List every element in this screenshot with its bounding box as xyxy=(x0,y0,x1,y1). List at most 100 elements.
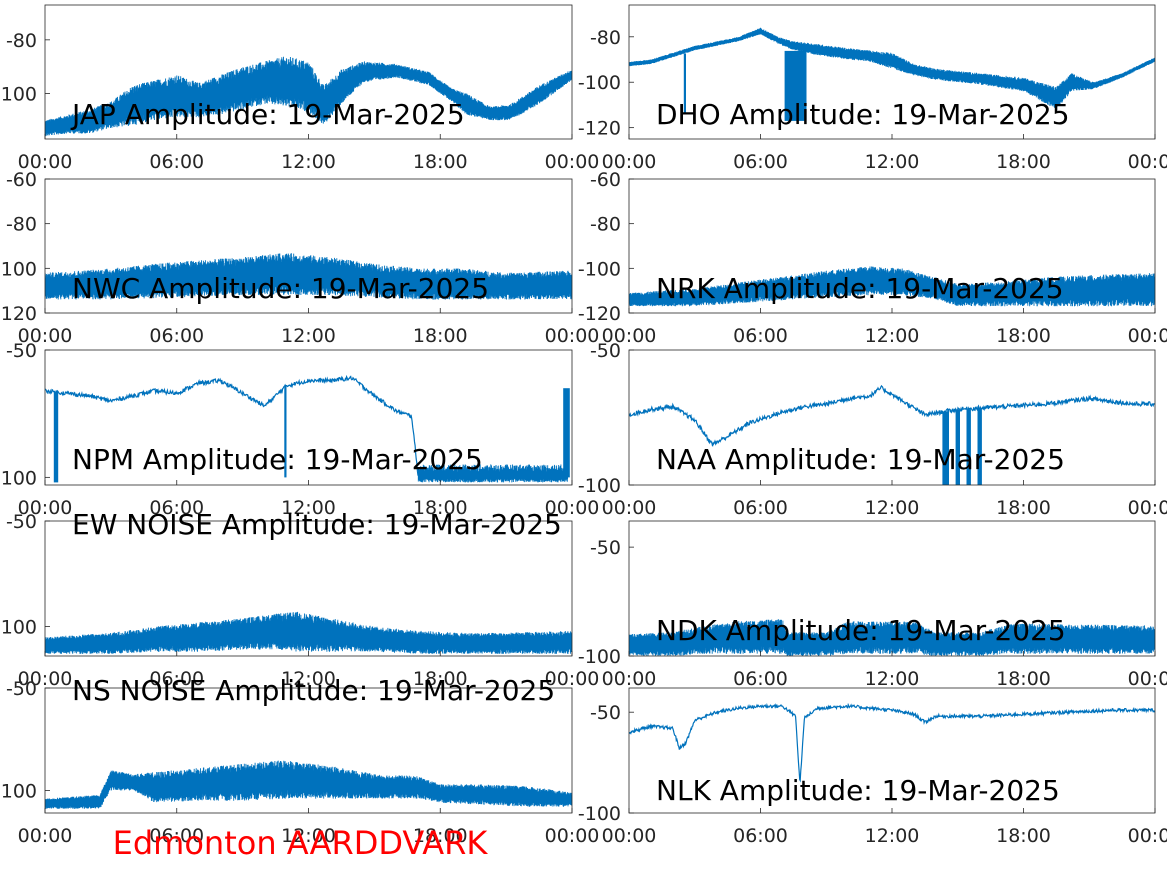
panels: 00:00 06:00 12:00 18:00 00:00 -80 -100 JAP Ampl… xyxy=(0,4,1167,847)
series-line xyxy=(629,266,1155,307)
plot-background xyxy=(629,688,1155,813)
x-tick-label: 12:00 xyxy=(865,825,920,847)
series-line xyxy=(629,27,1155,109)
x-tick-label: 06:00 xyxy=(149,668,204,690)
y-tick-label: -80 xyxy=(6,30,37,52)
dropout-mark xyxy=(966,408,971,485)
y-tick-label: -120 xyxy=(578,303,621,325)
x-tick-label: 06:00 xyxy=(733,325,788,347)
panel-7: 00:00 06:00 12:00 18:00 00:00 -50 -100 EW NOISE… xyxy=(0,508,599,690)
x-tick-label: 06:00 xyxy=(149,825,204,847)
series-group xyxy=(45,56,572,137)
x-tick-label: 12:00 xyxy=(281,325,336,347)
dropout-mark xyxy=(563,388,570,478)
panel-1: 00:00 06:00 12:00 18:00 00:00 -80 -100 JAP Ampl… xyxy=(0,4,599,173)
series-group xyxy=(45,253,572,300)
y-tick-label: -50 xyxy=(590,702,621,724)
dropout-mark xyxy=(942,411,949,485)
plot-background xyxy=(629,5,1155,139)
x-tick-label: 00:00 xyxy=(602,825,657,847)
panel-title: NPM Amplitude: 19-Mar-2025 xyxy=(72,443,483,476)
x-tick-label: 00:00 xyxy=(545,668,600,690)
noise-band xyxy=(417,464,569,483)
series-line xyxy=(629,702,1155,783)
station-footer: Edmonton AARDDVARK xyxy=(113,824,489,862)
series-line xyxy=(45,253,572,300)
y-tick-label: -100 xyxy=(0,83,37,105)
y-tick-label: -100 xyxy=(0,467,37,489)
x-tick-label: 18:00 xyxy=(413,825,468,847)
dropout-mark xyxy=(955,409,960,485)
x-tick-label: 00:00 xyxy=(18,497,73,519)
panel-4: 00:00 06:00 12:00 18:00 00:00 -60 -80 -100 -120 N… xyxy=(578,169,1167,347)
panel-title: NS NOISE Amplitude: 19-Mar-2025 xyxy=(72,674,555,707)
y-tick-label: -100 xyxy=(578,475,621,497)
y-tick-label: -50 xyxy=(590,340,621,362)
x-tick-label: 18:00 xyxy=(996,325,1051,347)
x-tick-label: 00:00 xyxy=(545,325,600,347)
y-tick-label: -50 xyxy=(6,678,37,700)
y-tick-label: -50 xyxy=(590,537,621,559)
x-tick-label: 00:00 xyxy=(602,497,657,519)
x-tick-label: 06:00 xyxy=(733,497,788,519)
y-tick-label: -60 xyxy=(6,169,37,191)
series-line xyxy=(45,374,419,476)
y-tick-label: -120 xyxy=(578,118,621,140)
x-tick-label: 00:00 xyxy=(1128,497,1167,519)
x-tick-label: 00:00 xyxy=(1128,151,1167,173)
panel-6: 00:00 06:00 12:00 18:00 00:00 -50 -100 NAA Ampl… xyxy=(578,340,1167,519)
x-tick-label: 12:00 xyxy=(281,497,336,519)
dropout-mark xyxy=(784,50,807,121)
y-tick-label: -60 xyxy=(590,169,621,191)
y-tick-label: -80 xyxy=(590,27,621,49)
x-tick-label: 18:00 xyxy=(996,825,1051,847)
x-tick-label: 12:00 xyxy=(281,825,336,847)
x-tick-label: 00:00 xyxy=(18,151,73,173)
panel-2: 00:00 06:00 12:00 18:00 00:00 -80 -100 -120 DHO … xyxy=(578,4,1167,173)
series-group xyxy=(629,702,1155,783)
series-line xyxy=(45,56,572,137)
x-tick-label: 18:00 xyxy=(413,325,468,347)
panel-title: NWC Amplitude: 19-Mar-2025 xyxy=(72,272,489,305)
x-tick-label: 00:00 xyxy=(18,668,73,690)
x-tick-label: 00:00 xyxy=(18,325,73,347)
x-tick-label: 06:00 xyxy=(733,151,788,173)
panel-5: 00:00 06:00 12:00 18:00 00:00 -50 -100 NPM Ampl… xyxy=(0,340,599,519)
series-group xyxy=(629,384,1155,485)
y-tick-label: -100 xyxy=(0,258,37,280)
y-tick-label: -100 xyxy=(0,616,37,638)
series-group xyxy=(629,27,1155,121)
dropout-mark xyxy=(977,408,982,485)
series-group xyxy=(629,619,1155,656)
y-tick-label: -100 xyxy=(578,646,621,668)
y-tick-label: -120 xyxy=(0,303,37,325)
x-tick-label: 18:00 xyxy=(996,668,1051,690)
x-tick-label: 18:00 xyxy=(413,151,468,173)
x-tick-label: 18:00 xyxy=(413,668,468,690)
x-tick-label: 00:00 xyxy=(1128,825,1167,847)
series-line xyxy=(45,611,572,654)
x-tick-label: 00:00 xyxy=(18,825,73,847)
y-tick-label: -100 xyxy=(0,780,37,802)
y-tick-label: -100 xyxy=(578,258,621,280)
plot-background xyxy=(629,350,1155,485)
panel-title: NLK Amplitude: 19-Mar-2025 xyxy=(656,774,1060,807)
x-tick-label: 00:00 xyxy=(602,325,657,347)
x-tick-label: 00:00 xyxy=(545,825,600,847)
x-tick-label: 12:00 xyxy=(865,151,920,173)
x-tick-label: 00:00 xyxy=(602,151,657,173)
panel-title: DHO Amplitude: 19-Mar-2025 xyxy=(656,98,1070,131)
x-tick-label: 06:00 xyxy=(733,825,788,847)
panel-title: NRK Amplitude: 19-Mar-2025 xyxy=(656,272,1064,305)
x-tick-label: 12:00 xyxy=(281,151,336,173)
series-group xyxy=(45,760,572,809)
series-group xyxy=(45,374,570,483)
x-tick-label: 00:00 xyxy=(545,497,600,519)
panel-8: 00:00 06:00 12:00 18:00 00:00 -50 -100 NDK Ampl… xyxy=(578,520,1167,690)
x-tick-label: 12:00 xyxy=(865,668,920,690)
y-tick-label: -100 xyxy=(578,803,621,825)
x-tick-label: 00:00 xyxy=(1128,668,1167,690)
panel-3: 00:00 06:00 12:00 18:00 00:00 -60 -80 -100 -120 N… xyxy=(0,169,599,347)
x-tick-label: 06:00 xyxy=(149,497,204,519)
x-tick-label: 06:00 xyxy=(149,151,204,173)
